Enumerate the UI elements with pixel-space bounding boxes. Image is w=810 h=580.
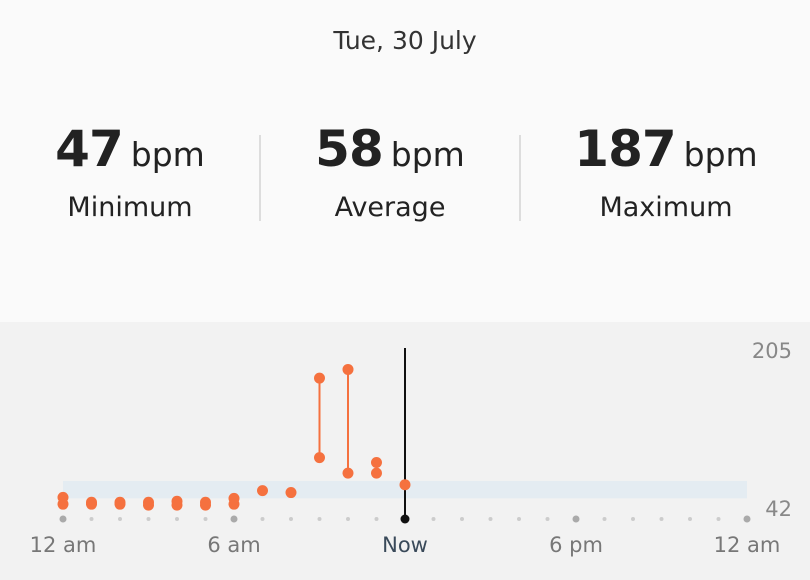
high-dot [86,496,97,508]
stat-unit: bpm [683,135,758,174]
x-tick-dot [602,517,607,521]
x-tick-dot [460,517,464,521]
x-tick-dot [659,517,664,521]
x-tick-dot [716,517,721,521]
x-tick-dot [203,517,208,521]
divider [519,135,521,221]
stat-value: 187 bpm [536,120,796,178]
x-tick-dot [545,517,550,521]
y-tick-label: 205 [752,339,792,363]
x-tick-label: 12 am [714,533,781,557]
high-dot [228,492,240,504]
stat-number: 187 [574,120,676,178]
low-dot [371,467,382,479]
x-tick-dot [346,517,350,521]
high-dot [171,495,183,507]
x-tick-dot [146,517,151,521]
high-dot [342,363,354,375]
x-tick-dot [317,517,322,521]
low-dot [285,487,297,499]
x-tick-label: 6 am [207,533,260,557]
x-tick-dot [374,517,379,521]
x-tick-dot [260,517,265,521]
y-tick-label: 42 [765,497,792,521]
low-dot [257,485,268,497]
stat-label: Average [334,192,446,223]
x-tick-label: 12 am [30,533,97,557]
x-tick-dot [289,517,293,521]
stat-number: 58 [315,120,384,178]
stat-value: 47 bpm [0,120,260,178]
now-dot [400,514,410,524]
x-tick-dot [118,517,122,521]
x-tick-dot [688,517,692,521]
stat: 58 bpm Average [260,120,520,223]
low-dot [314,452,325,464]
x-tick-label: 6 pm [549,533,603,557]
stat-unit: bpm [130,135,205,174]
high-dot [371,457,382,469]
x-tick-dot [743,515,751,523]
stat: 47 bpm Minimum [0,120,260,223]
x-tick-dot [89,517,94,521]
x-tick-dot [572,515,580,523]
divider [259,135,261,221]
stat-label: Minimum [67,192,193,223]
x-tick-dot [175,517,179,521]
x-tick-dot [517,517,521,521]
stat-number: 47 [55,120,124,178]
stat-value: 58 bpm [260,120,520,178]
x-tick-dot [488,517,493,521]
high-dot [314,372,325,384]
high-dot [200,496,211,508]
x-tick-dot [59,515,67,523]
chart: 42 205 12 am 6 am Now 6 pm 12 am [0,322,810,580]
high-dot [57,491,69,503]
x-tick-label: Now [382,533,428,557]
x-tick-dot [431,517,436,521]
x-tick-dot [230,515,238,523]
low-dot [399,479,411,491]
stat-unit: bpm [390,135,465,174]
x-tick-dot [631,517,635,521]
high-dot [114,496,126,508]
low-dot [342,467,354,479]
high-dot [143,496,154,508]
stat: 187 bpm Maximum [536,120,796,223]
stat-label: Maximum [599,192,733,223]
date: Tue, 30 July [333,26,477,55]
